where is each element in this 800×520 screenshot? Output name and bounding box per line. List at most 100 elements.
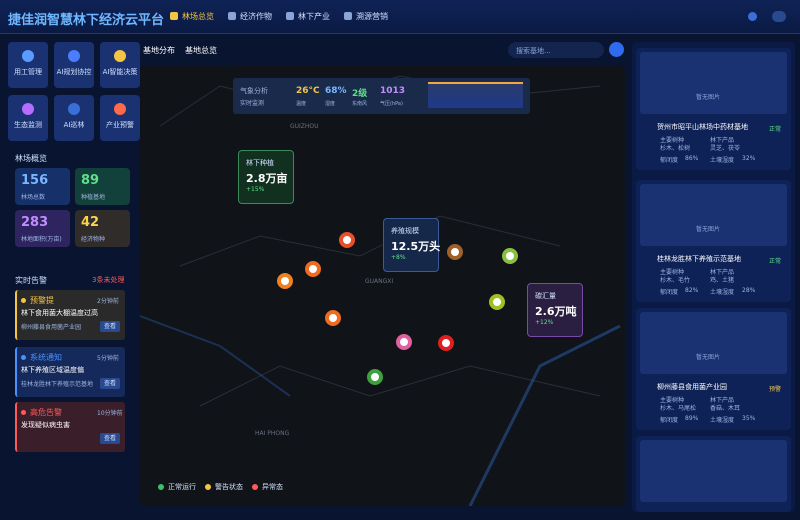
tool-card[interactable] — [8, 95, 48, 141]
tool-card[interactable] — [54, 42, 94, 88]
metric-change: +12% — [535, 319, 554, 326]
base-marker[interactable] — [438, 335, 454, 351]
image-placeholder-text: 暂无图片 — [696, 94, 721, 101]
tool-card[interactable] — [100, 95, 140, 141]
alert-count: 3条未处理 — [92, 276, 125, 284]
alert-type: 高危告警 — [30, 408, 62, 417]
base-marker[interactable] — [339, 232, 355, 248]
metric-card — [238, 150, 294, 204]
base-marker[interactable] — [489, 294, 505, 310]
field-value: 杉木、马尾松 — [660, 405, 697, 412]
alert-dot — [21, 355, 26, 360]
tool-card[interactable] — [54, 95, 94, 141]
weather-title: 气象分析 — [240, 87, 268, 95]
field-label: 林下产品 — [710, 137, 735, 144]
alert-time: 5分钟前 — [97, 355, 119, 362]
stat-label: 林地面积(万亩) — [21, 236, 62, 243]
base-name: 柳州藤县食用菌产业园 — [657, 383, 727, 391]
tool-icon — [114, 103, 126, 115]
alert-action[interactable]: 查看 — [100, 433, 120, 444]
stat-value: 156 — [21, 173, 49, 188]
tool-label: 用工管理 — [14, 68, 42, 76]
weather-value: 1013 — [380, 86, 406, 96]
alert-type: 预警提 — [30, 296, 54, 305]
user-toggle[interactable] — [772, 11, 786, 22]
map-tab[interactable]: 基地分布 — [143, 46, 175, 55]
alert-action[interactable]: 查看 — [100, 378, 120, 389]
field-value: 35% — [742, 415, 756, 422]
image-placeholder — [640, 440, 787, 502]
base-marker[interactable] — [502, 248, 518, 264]
nav-item[interactable]: 林下产业 — [298, 12, 330, 21]
alert-dot — [21, 410, 26, 415]
field-value: 杉木、毛竹 — [660, 277, 691, 284]
base-name: 贺州市昭平山林场中药材基地 — [657, 123, 748, 131]
legend-dot — [252, 484, 258, 490]
tool-label: 生态监测 — [14, 121, 42, 129]
place-label: GUIZHOU — [290, 123, 319, 130]
nav-icon — [228, 12, 236, 20]
weather-label: 湿度 — [325, 101, 336, 107]
nav-icon — [344, 12, 352, 20]
header-bar — [0, 0, 800, 34]
base-status: 正常 — [769, 126, 782, 133]
stat-value: 283 — [21, 215, 49, 230]
metric-card — [527, 283, 583, 337]
nav-item[interactable]: 溯源营销 — [356, 12, 388, 21]
field-value: 86% — [685, 155, 699, 162]
base-marker[interactable] — [396, 334, 412, 350]
tool-icon — [68, 50, 80, 62]
field-label: 郁闭度 — [660, 289, 679, 296]
nav-item[interactable]: 经济作物 — [240, 12, 272, 21]
section-title: 实时告警 — [15, 276, 47, 285]
nav-item[interactable]: 林场总览 — [182, 12, 214, 21]
legend-dot — [158, 484, 164, 490]
stat-card — [15, 210, 70, 247]
alert-action[interactable]: 查看 — [100, 321, 120, 332]
image-placeholder-text: 暂无图片 — [696, 354, 721, 361]
field-label: 主要树种 — [660, 137, 685, 144]
weather-label: 温度 — [296, 101, 307, 107]
place-label: HAI PHONG — [255, 430, 290, 437]
metric-label: 林下种植 — [246, 159, 274, 167]
search-button[interactable] — [609, 42, 624, 57]
river — [468, 324, 621, 506]
image-placeholder — [640, 184, 787, 246]
metric-card — [383, 218, 439, 272]
tool-label: AI规划协控 — [56, 68, 92, 76]
metric-value: 2.6万吨 — [535, 305, 577, 318]
theme-toggle[interactable] — [748, 12, 757, 21]
alert-place: 桂林龙胜林下养殖示范基地 — [21, 381, 94, 388]
image-placeholder-text: 暂无图片 — [696, 226, 721, 233]
field-value: 灵芝、茯苓 — [710, 145, 741, 152]
base-status: 预警 — [769, 386, 782, 393]
stat-card — [15, 168, 70, 205]
field-value: 82% — [685, 287, 699, 294]
field-label: 主要树种 — [660, 269, 685, 276]
legend-dot — [205, 484, 211, 490]
base-marker[interactable] — [367, 369, 383, 385]
legend-label: 警告状态 — [215, 483, 243, 491]
tool-card[interactable] — [8, 42, 48, 88]
tool-card[interactable] — [100, 42, 140, 88]
metric-change: +15% — [246, 186, 265, 193]
base-status: 正常 — [769, 258, 782, 265]
base-marker[interactable] — [277, 273, 293, 289]
stat-card — [75, 210, 130, 247]
base-marker[interactable] — [325, 310, 341, 326]
metric-change: +8% — [391, 254, 406, 261]
field-label: 主要树种 — [660, 397, 685, 404]
stat-value: 89 — [81, 173, 100, 188]
weather-trend — [428, 82, 523, 108]
stat-card — [75, 168, 130, 205]
section-title: 林场概览 — [15, 154, 47, 163]
metric-label: 碳汇量 — [535, 292, 556, 300]
base-marker[interactable] — [447, 244, 463, 260]
search-box[interactable]: 搜索基地... — [508, 42, 604, 58]
map-tab[interactable]: 基地总览 — [185, 46, 217, 55]
base-marker[interactable] — [305, 261, 321, 277]
alert-text: 林下食用菌大棚温度过高 — [21, 309, 98, 317]
tool-label: AI智能决策 — [102, 68, 138, 76]
place-label: GUANGXI — [365, 278, 394, 285]
tool-icon — [22, 103, 34, 115]
